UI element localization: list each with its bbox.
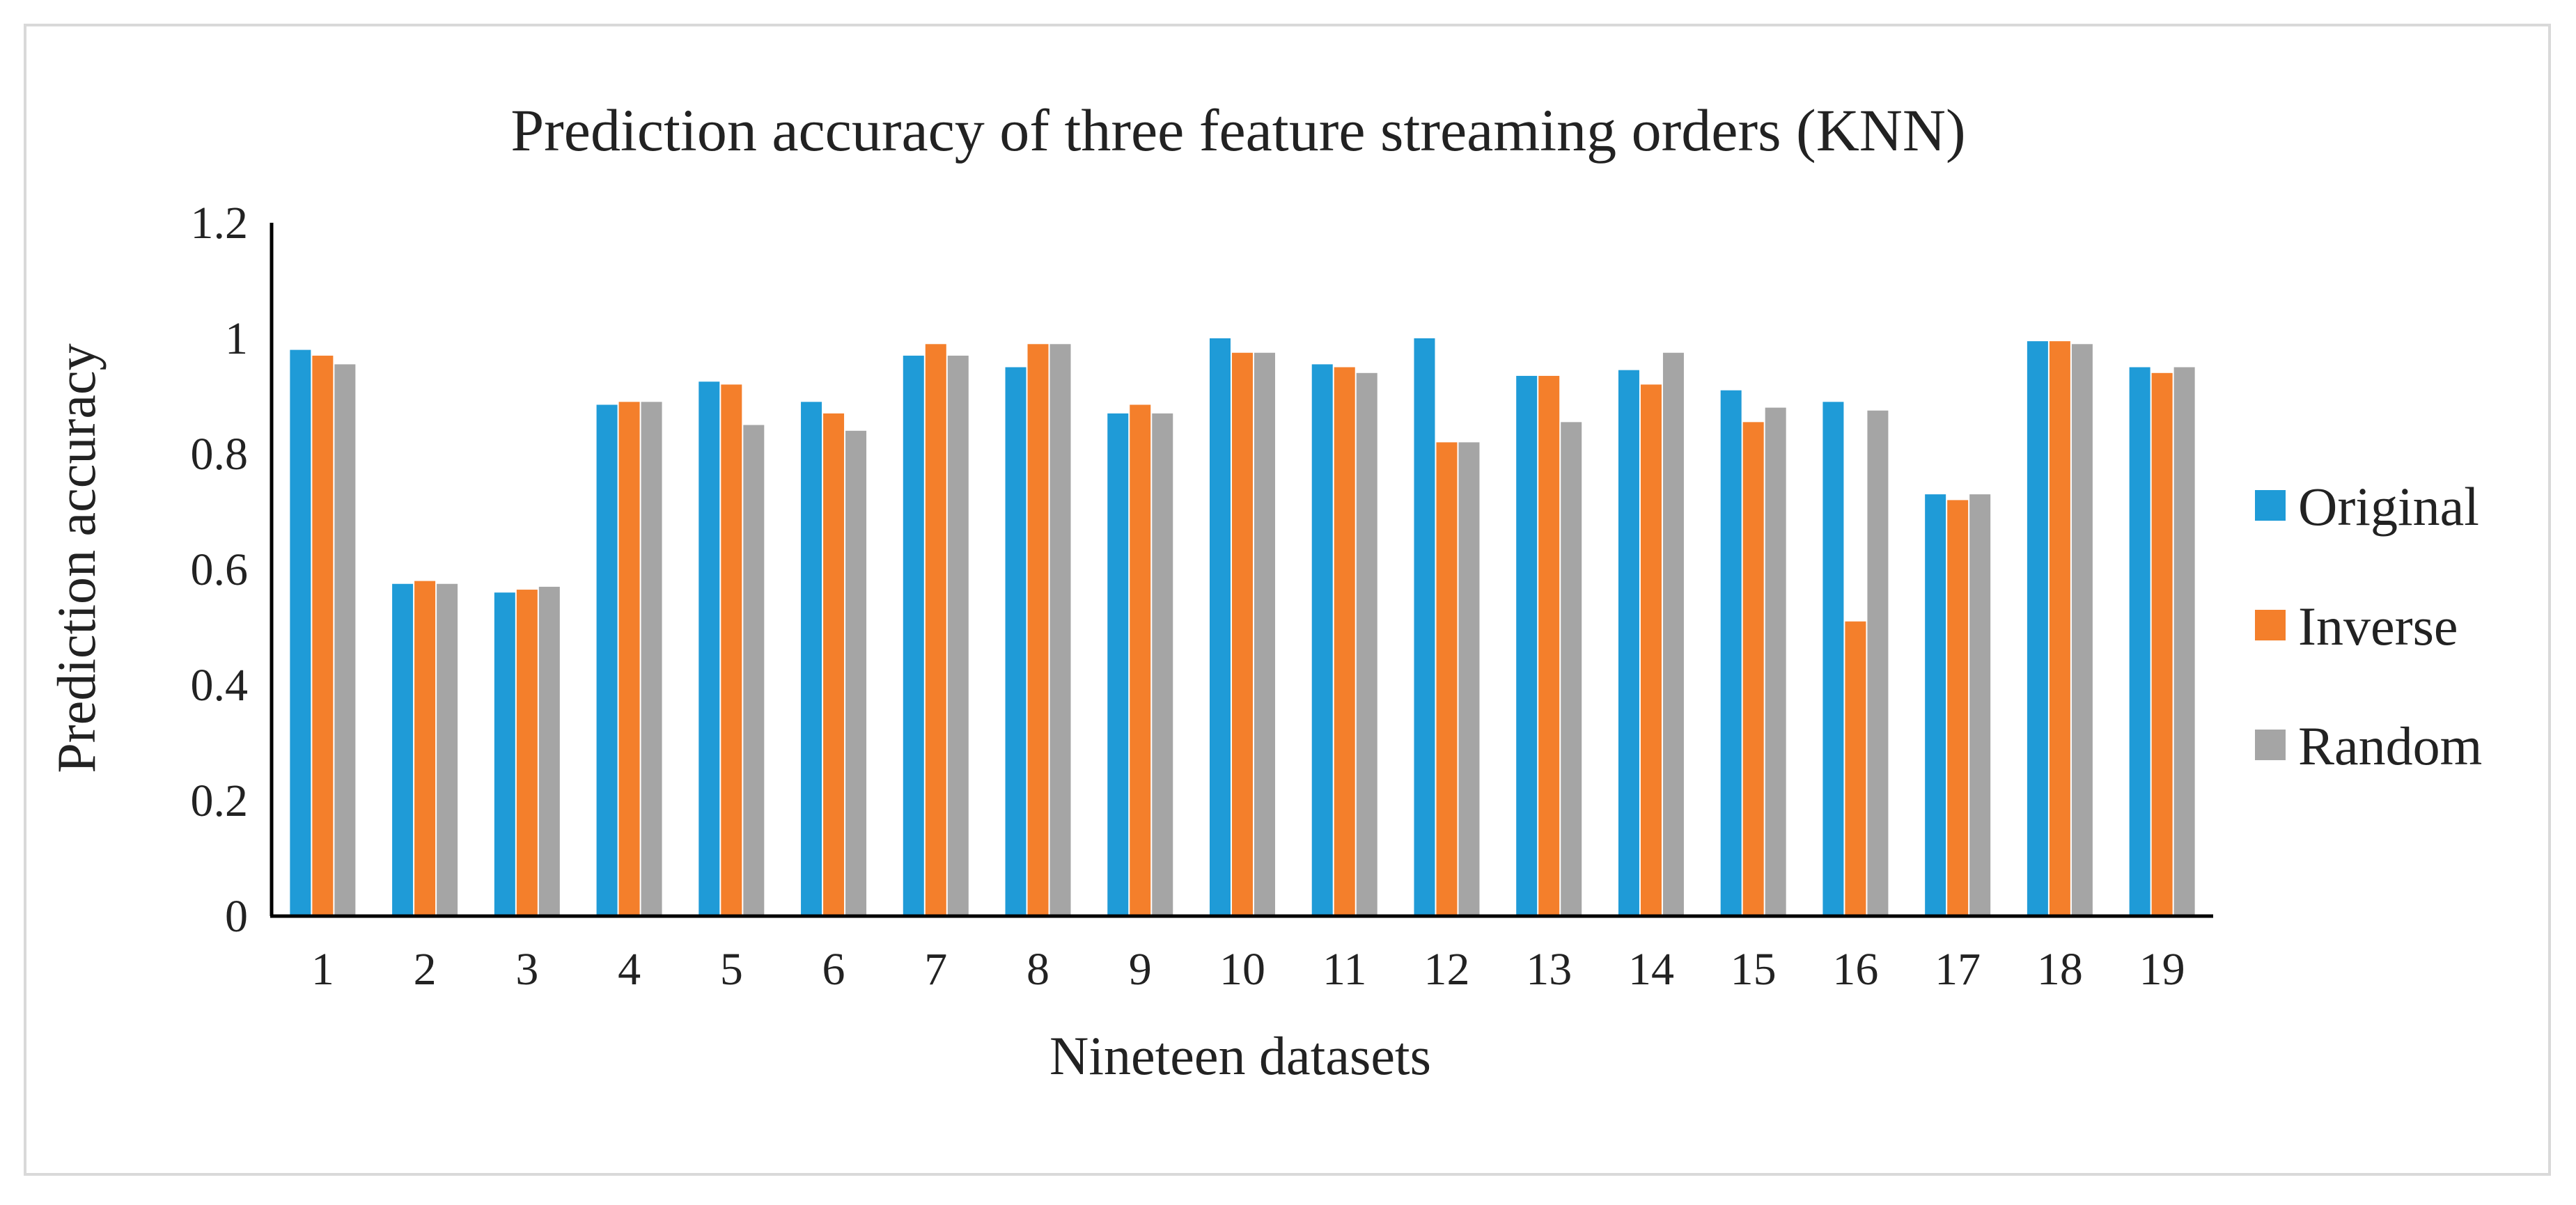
- x-tick-label: 1: [311, 944, 334, 995]
- bar-original-18: [2027, 341, 2048, 916]
- bar-original-11: [1311, 364, 1333, 916]
- bar-random-19: [2173, 367, 2195, 916]
- bar-original-3: [494, 592, 515, 916]
- x-tick-label: 10: [1219, 944, 1265, 995]
- y-tick-label: 0: [225, 891, 248, 942]
- bar-original-7: [903, 355, 924, 916]
- y-tick-label: 0.8: [191, 429, 249, 480]
- bar-original-15: [1720, 390, 1742, 916]
- bar-original-16: [1822, 402, 1844, 916]
- bar-inverse-13: [1538, 375, 1560, 916]
- bars: [290, 338, 2195, 917]
- y-tick-label: 1: [225, 313, 248, 364]
- axes: [270, 223, 2213, 918]
- bar-inverse-2: [414, 581, 436, 916]
- bar-random-7: [947, 355, 969, 916]
- bar-random-2: [437, 583, 458, 916]
- legend: Original Inverse Random: [2255, 476, 2482, 776]
- bar-original-5: [698, 381, 720, 916]
- bar-inverse-5: [721, 384, 742, 916]
- bar-random-10: [1254, 352, 1275, 916]
- x-tick-label: 5: [720, 944, 743, 995]
- bar-random-13: [1561, 422, 1582, 916]
- y-axis-label: Prediction accuracy: [46, 343, 107, 773]
- bar-random-16: [1867, 410, 1889, 916]
- bar-original-12: [1414, 338, 1435, 916]
- bar-original-2: [392, 583, 414, 916]
- bar-original-8: [1005, 367, 1027, 916]
- x-tick-label: 19: [2139, 944, 2185, 995]
- bar-original-19: [2129, 367, 2150, 916]
- x-tick-label: 18: [2037, 944, 2083, 995]
- bar-inverse-1: [312, 355, 334, 916]
- x-tick-label: 15: [1731, 944, 1777, 995]
- chart-title: Prediction accuracy of three feature str…: [510, 97, 1965, 164]
- bar-inverse-10: [1232, 352, 1253, 916]
- bar-original-6: [801, 402, 822, 916]
- bar-inverse-7: [925, 344, 946, 916]
- bar-original-1: [290, 349, 311, 917]
- bar-inverse-16: [1845, 621, 1866, 916]
- x-tick-label: 6: [822, 944, 845, 995]
- x-tick-label: 8: [1027, 944, 1049, 995]
- bar-random-17: [1969, 494, 1991, 916]
- bar-original-10: [1210, 338, 1231, 916]
- x-tick-label: 17: [1935, 944, 1981, 995]
- bar-inverse-18: [2049, 341, 2070, 916]
- bar-inverse-15: [1742, 422, 1764, 916]
- bar-random-11: [1356, 372, 1377, 916]
- y-tick-label: 0.4: [191, 660, 249, 711]
- bar-inverse-19: [2151, 372, 2173, 916]
- bar-inverse-11: [1334, 367, 1355, 916]
- bar-original-14: [1618, 370, 1639, 916]
- x-tick-label: 14: [1628, 944, 1674, 995]
- x-tick-label: 11: [1322, 944, 1367, 995]
- bar-inverse-6: [823, 413, 845, 916]
- x-tick-label: 12: [1423, 944, 1469, 995]
- x-axis-ticks: 1 2 3 4 5 6 7 8 9 10 11 12 13 14 15 16 17 18 19: [311, 944, 2185, 995]
- x-tick-label: 4: [618, 944, 641, 995]
- bar-random-8: [1049, 344, 1071, 916]
- y-axis-ticks: 0 0.2 0.4 0.6 0.8 1 1.2: [191, 198, 249, 942]
- x-tick-label: 3: [515, 944, 538, 995]
- y-tick-label: 0.6: [191, 544, 249, 595]
- bar-random-4: [641, 402, 662, 916]
- bar-random-15: [1765, 407, 1786, 916]
- bar-random-5: [743, 425, 765, 916]
- bar-original-9: [1107, 413, 1129, 916]
- x-tick-label: 13: [1526, 944, 1572, 995]
- bar-random-9: [1152, 413, 1173, 916]
- bar-random-3: [538, 586, 560, 916]
- legend-label-inverse: Inverse: [2298, 596, 2458, 656]
- bar-original-17: [1925, 494, 1946, 916]
- bar-random-1: [334, 364, 356, 916]
- chart-frame: Prediction accuracy of three feature str…: [24, 24, 2551, 1176]
- bar-random-6: [845, 430, 867, 916]
- bar-inverse-4: [618, 402, 640, 916]
- legend-label-random: Random: [2298, 716, 2482, 776]
- bar-original-13: [1516, 375, 1538, 916]
- bar-inverse-8: [1027, 344, 1049, 916]
- bar-inverse-14: [1640, 384, 1662, 916]
- y-tick-label: 1.2: [191, 198, 249, 249]
- legend-swatch-inverse: [2255, 610, 2286, 640]
- bar-random-14: [1662, 352, 1684, 916]
- legend-swatch-random: [2255, 730, 2286, 760]
- x-tick-label: 9: [1129, 944, 1152, 995]
- y-tick-label: 0.2: [191, 775, 249, 826]
- bar-inverse-17: [1947, 500, 1969, 916]
- x-tick-label: 7: [924, 944, 947, 995]
- x-tick-label: 16: [1832, 944, 1878, 995]
- bar-inverse-3: [516, 590, 538, 916]
- bar-original-4: [596, 404, 618, 916]
- x-tick-label: 2: [414, 944, 437, 995]
- x-axis-label: Nineteen datasets: [1049, 1025, 1431, 1086]
- bar-inverse-9: [1130, 404, 1151, 916]
- bar-random-18: [2071, 344, 2093, 916]
- legend-swatch-original: [2255, 490, 2286, 521]
- chart-svg: Prediction accuracy of three feature str…: [46, 97, 2482, 1086]
- legend-label-original: Original: [2298, 476, 2479, 537]
- bar-random-12: [1458, 442, 1480, 916]
- bar-inverse-12: [1436, 442, 1458, 916]
